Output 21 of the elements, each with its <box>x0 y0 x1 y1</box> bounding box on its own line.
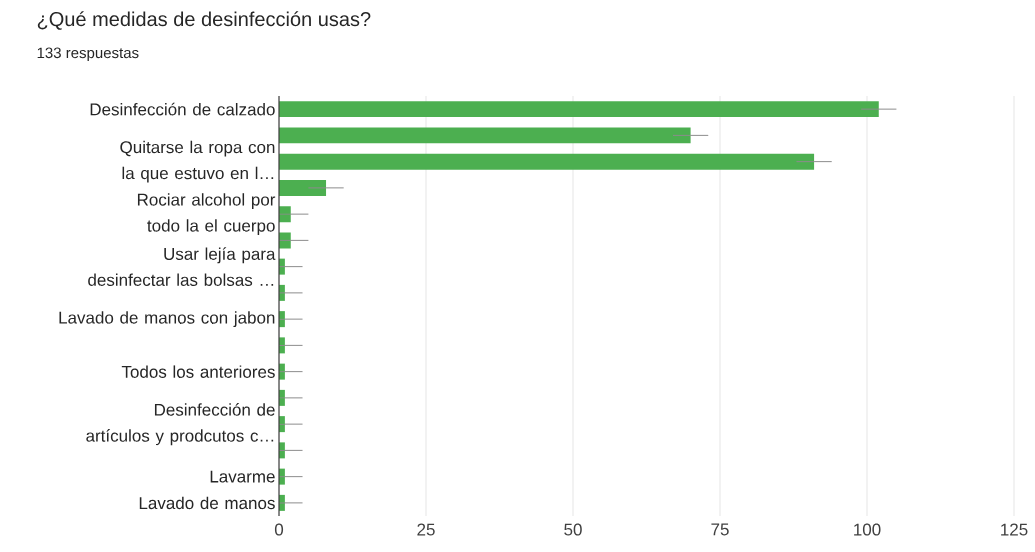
y-tick-label: Todos los anteriores <box>121 365 275 378</box>
bar <box>279 179 327 196</box>
y-tick-label: Desinfección de artículos y prodcutos c… <box>86 403 275 446</box>
x-tick-label: 75 <box>711 523 729 536</box>
y-tick-label: Lavarme <box>210 470 275 483</box>
bar <box>279 153 815 170</box>
chart-title: ¿Qué medidas de desinfección usas? <box>37 11 371 30</box>
bar <box>279 101 879 118</box>
x-tick-label: 50 <box>564 523 582 536</box>
x-tick-label: 25 <box>417 523 435 536</box>
bar <box>279 127 691 144</box>
x-tick-label: 0 <box>274 523 284 536</box>
y-tick-label: Lavado de manos <box>139 496 275 510</box>
x-tick-label: 100 <box>854 523 881 536</box>
text: 133 respuestas <box>37 47 139 62</box>
y-tick-label: Quitarse la ropa con la que estuvo en l… <box>120 140 275 183</box>
y-tick-label: Rociar alcohol por todo la el cuerpo <box>137 193 276 236</box>
y-tick-label: Lavado de manos con jabon <box>59 311 275 328</box>
y-tick-label: Usar lejía para desinfectar las bolsas … <box>88 247 276 286</box>
y-tick-label: Desinfección de calzado <box>90 102 275 116</box>
x-tick-label: 125 <box>1001 523 1028 536</box>
